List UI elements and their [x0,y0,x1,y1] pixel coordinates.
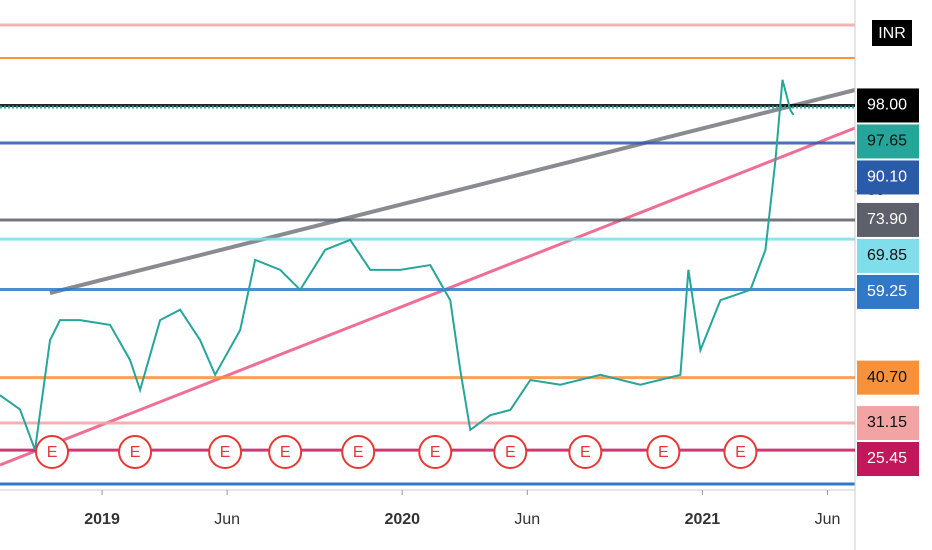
level-label: 59.25 [867,283,907,300]
trend-line [0,126,856,467]
event-label: E [580,444,591,461]
event-marker [35,435,70,469]
event-label: E [658,444,669,461]
event-marker [341,435,376,469]
event-marker [418,435,453,469]
event-label: E [130,444,141,461]
event-marker [646,435,681,469]
level-label: 69.85 [867,247,907,264]
level-label: 90.10 [867,169,907,186]
level-tag [857,124,919,159]
event-label: E [430,444,441,461]
level-tag [857,406,919,441]
level-tag [857,442,919,477]
currency-tag [872,20,912,46]
event-label: E [47,444,58,461]
level-label: 73.90 [867,211,907,228]
level-tag [857,238,919,273]
level-label: 40.70 [867,369,907,386]
x-tick-label: 2019 [84,511,120,528]
level-tag [857,274,919,309]
x-tick-label: 2021 [685,511,721,528]
level-label: 98.00 [867,97,907,114]
level-tag [857,360,919,395]
level-label: 97.65 [867,133,907,150]
price-line [0,79,795,451]
currency: INR [878,25,906,42]
event-marker [118,435,153,469]
level-label: 25.45 [867,450,907,467]
x-tick-label: 2020 [384,511,420,528]
event-marker [568,435,603,469]
trend-line [49,88,856,295]
x-tick-label: Jun [514,511,540,528]
level-tag [857,160,919,195]
event-label: E [220,444,231,461]
level-label: 31.15 [867,414,907,431]
event-marker [493,435,528,469]
event-label: E [735,444,746,461]
level-tag [857,88,919,123]
event-label: E [280,444,291,461]
event-marker [208,435,243,469]
event-label: E [353,444,364,461]
event-marker [268,435,303,469]
x-tick-label: Jun [815,511,841,528]
event-label: E [505,444,516,461]
event-marker [723,435,758,469]
level-tag [857,202,919,237]
x-tick-label: Jun [214,511,240,528]
